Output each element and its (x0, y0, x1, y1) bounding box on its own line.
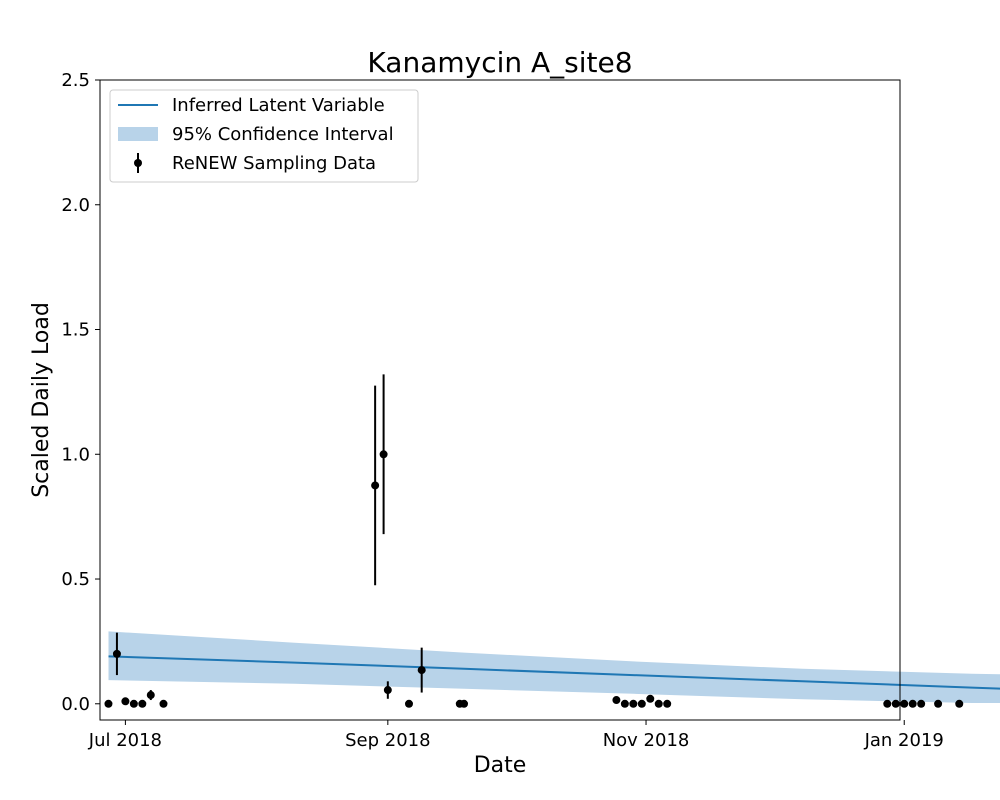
sample-marker (112, 649, 121, 658)
y-axis: 0.0 0.5 1.0 1.5 2.0 2.5 (61, 70, 100, 715)
sample-point-18 (646, 694, 655, 703)
sample-point-6 (159, 699, 168, 708)
legend-entry-samples: ReNEW Sampling Data (172, 153, 376, 174)
x-tick-label-2: Nov 2018 (603, 730, 690, 751)
sample-point-7 (371, 385, 380, 586)
legend-marker-swatch (134, 159, 142, 167)
sample-marker (654, 699, 663, 708)
y-tick-label-0: 0.0 (61, 694, 90, 715)
legend-entry-interval: 95% Confidence Interval (172, 124, 394, 145)
x-axis-label: Date (474, 753, 527, 778)
sample-point-2 (121, 697, 130, 706)
y-tick-label-5: 2.5 (61, 70, 90, 91)
sample-point-15 (620, 699, 629, 708)
sample-point-17 (637, 699, 646, 708)
plot-frame (99, 79, 901, 721)
y-tick-label-1: 0.5 (61, 569, 90, 590)
sample-marker (121, 697, 130, 706)
legend: Inferred Latent Variable 95% Confidence … (109, 89, 419, 183)
sample-point-24 (908, 699, 917, 708)
sample-point-9 (383, 681, 392, 699)
sample-point-21 (883, 699, 892, 708)
sample-marker (620, 699, 629, 708)
sample-point-27 (955, 699, 964, 708)
x-tick-label-0: Jul 2018 (88, 730, 162, 751)
sample-marker (383, 686, 392, 695)
sample-marker (934, 699, 943, 708)
sample-marker (104, 699, 113, 708)
sample-point-0 (104, 699, 113, 708)
y-axis-label: Scaled Daily Load (29, 302, 54, 498)
x-tick-label-1: Sep 2018 (345, 730, 430, 751)
legend-box (109, 89, 419, 183)
sample-point-11 (417, 647, 426, 693)
sample-marker (159, 699, 168, 708)
sample-point-16 (629, 699, 638, 708)
sample-point-13 (460, 699, 469, 708)
sample-marker (138, 699, 147, 708)
sample-point-22 (891, 699, 900, 708)
sample-marker (612, 696, 621, 705)
sample-marker (646, 694, 655, 703)
sample-marker (629, 699, 638, 708)
sample-marker (637, 699, 646, 708)
confidence-band (108, 631, 1000, 704)
sample-point-20 (663, 699, 672, 708)
sample-marker (129, 699, 138, 708)
sample-marker (379, 450, 388, 459)
sample-marker (371, 481, 380, 490)
x-tick-label-3: Jan 2019 (864, 730, 944, 751)
sample-marker (417, 666, 426, 675)
sample-marker (908, 699, 917, 708)
sample-marker (146, 691, 155, 700)
sample-point-10 (404, 699, 413, 708)
legend-band-swatch (118, 127, 158, 141)
y-tick-label-3: 1.5 (61, 320, 90, 341)
sample-point-14 (612, 696, 621, 705)
y-tick-label-4: 2.0 (61, 195, 90, 216)
chart-title: Kanamycin A_site8 (367, 46, 632, 79)
sample-marker (663, 699, 672, 708)
sample-point-19 (654, 699, 663, 708)
sample-point-23 (900, 699, 909, 708)
plot-area (104, 374, 1000, 708)
sample-marker (404, 699, 413, 708)
sample-point-3 (129, 699, 138, 708)
sample-marker (900, 699, 909, 708)
sample-marker (891, 699, 900, 708)
sample-marker (955, 699, 964, 708)
sample-point-25 (917, 699, 926, 708)
sample-marker (917, 699, 926, 708)
legend-entry-latent: Inferred Latent Variable (172, 95, 385, 116)
sample-point-1 (112, 632, 121, 676)
sample-point-8 (379, 374, 388, 535)
sample-point-26 (934, 699, 943, 708)
sample-marker (460, 699, 469, 708)
y-tick-label-2: 1.0 (61, 444, 90, 465)
sample-point-5 (146, 690, 155, 701)
sample-marker (883, 699, 892, 708)
sample-point-4 (138, 699, 147, 708)
latent-line (108, 655, 1000, 690)
